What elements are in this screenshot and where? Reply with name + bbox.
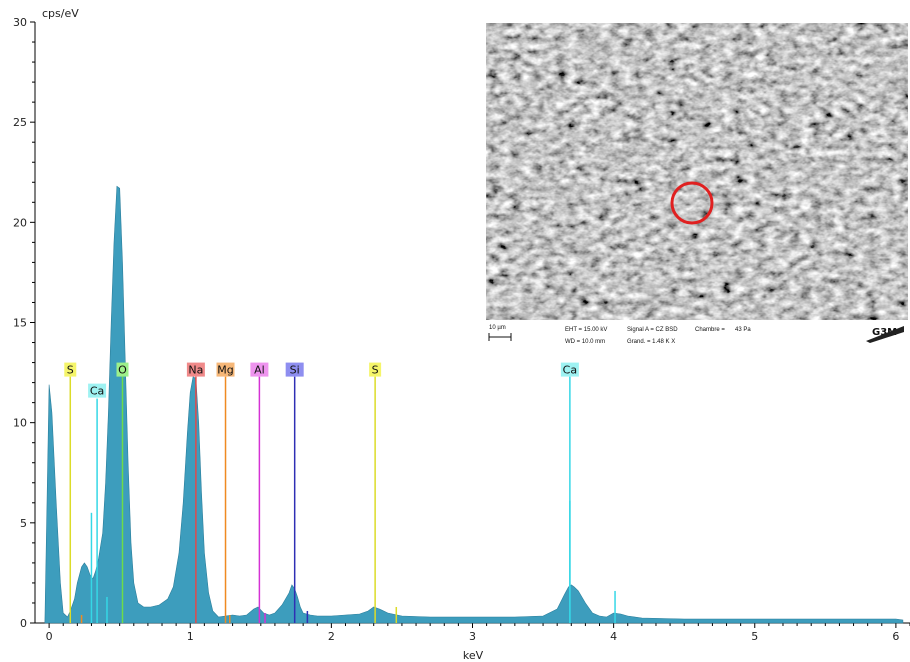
element-label-box xyxy=(369,362,382,377)
pressure-value: 43 Pa xyxy=(735,327,751,333)
element-label-box xyxy=(285,362,304,377)
element-label-box xyxy=(250,362,269,377)
element-label: S xyxy=(372,364,379,377)
x-tick-label: 6 xyxy=(892,630,899,643)
selected-region-marker xyxy=(670,181,714,225)
element-label: O xyxy=(118,364,127,377)
y-tick-label: 15 xyxy=(13,317,27,330)
sem-streaks xyxy=(486,23,908,320)
y-tick-label: 30 xyxy=(13,16,27,29)
y-axis-label: cps/eV xyxy=(42,7,79,20)
element-label-box xyxy=(88,383,107,398)
scalebar xyxy=(488,333,512,341)
lab-logo: G3M xyxy=(872,327,897,338)
lab-logo-swoosh xyxy=(866,326,904,343)
y-tick-label: 5 xyxy=(20,517,27,530)
x-tick-label: 5 xyxy=(751,630,758,643)
element-label: Al xyxy=(254,364,265,377)
y-tick-label: 10 xyxy=(13,417,27,430)
grand-value: Grand. = 1.48 K X xyxy=(627,339,675,345)
sem-info-bar xyxy=(486,320,908,347)
x-axis-label: keV xyxy=(463,649,484,662)
element-label: Mg xyxy=(217,364,233,377)
element-label-box xyxy=(560,362,579,377)
element-lines-layer: S Ca O Na Mg Al Si S Ca xyxy=(64,362,616,623)
wd-value: WD = 10.0 mm xyxy=(565,339,605,345)
y-tick-label: 0 xyxy=(20,617,27,630)
chambre-label: Chambre = xyxy=(695,327,725,333)
element-label-box xyxy=(64,362,77,377)
element-label: Na xyxy=(188,364,203,377)
x-tick-label: 2 xyxy=(328,630,335,643)
sem-image-inset: 10 µm EHT = 15.00 kV WD = 10.0 mm Signal… xyxy=(486,23,908,347)
element-label: Ca xyxy=(563,364,577,377)
element-label-box xyxy=(216,362,235,377)
element-label-box xyxy=(116,362,129,377)
eht-value: EHT = 15.00 kV xyxy=(565,327,607,333)
x-tick-label: 3 xyxy=(469,630,476,643)
signal-value: Signal A = CZ BSD xyxy=(627,327,678,333)
x-tick-label: 4 xyxy=(610,630,617,643)
scalebar-label: 10 µm xyxy=(489,325,506,331)
element-label: S xyxy=(67,364,74,377)
element-label: Si xyxy=(290,364,300,377)
element-label: Ca xyxy=(90,385,104,398)
y-tick-label: 20 xyxy=(13,216,27,229)
x-tick-label: 1 xyxy=(187,630,194,643)
element-label-box xyxy=(186,362,205,377)
y-tick-label: 25 xyxy=(13,116,27,129)
x-tick-label: 0 xyxy=(46,630,53,643)
